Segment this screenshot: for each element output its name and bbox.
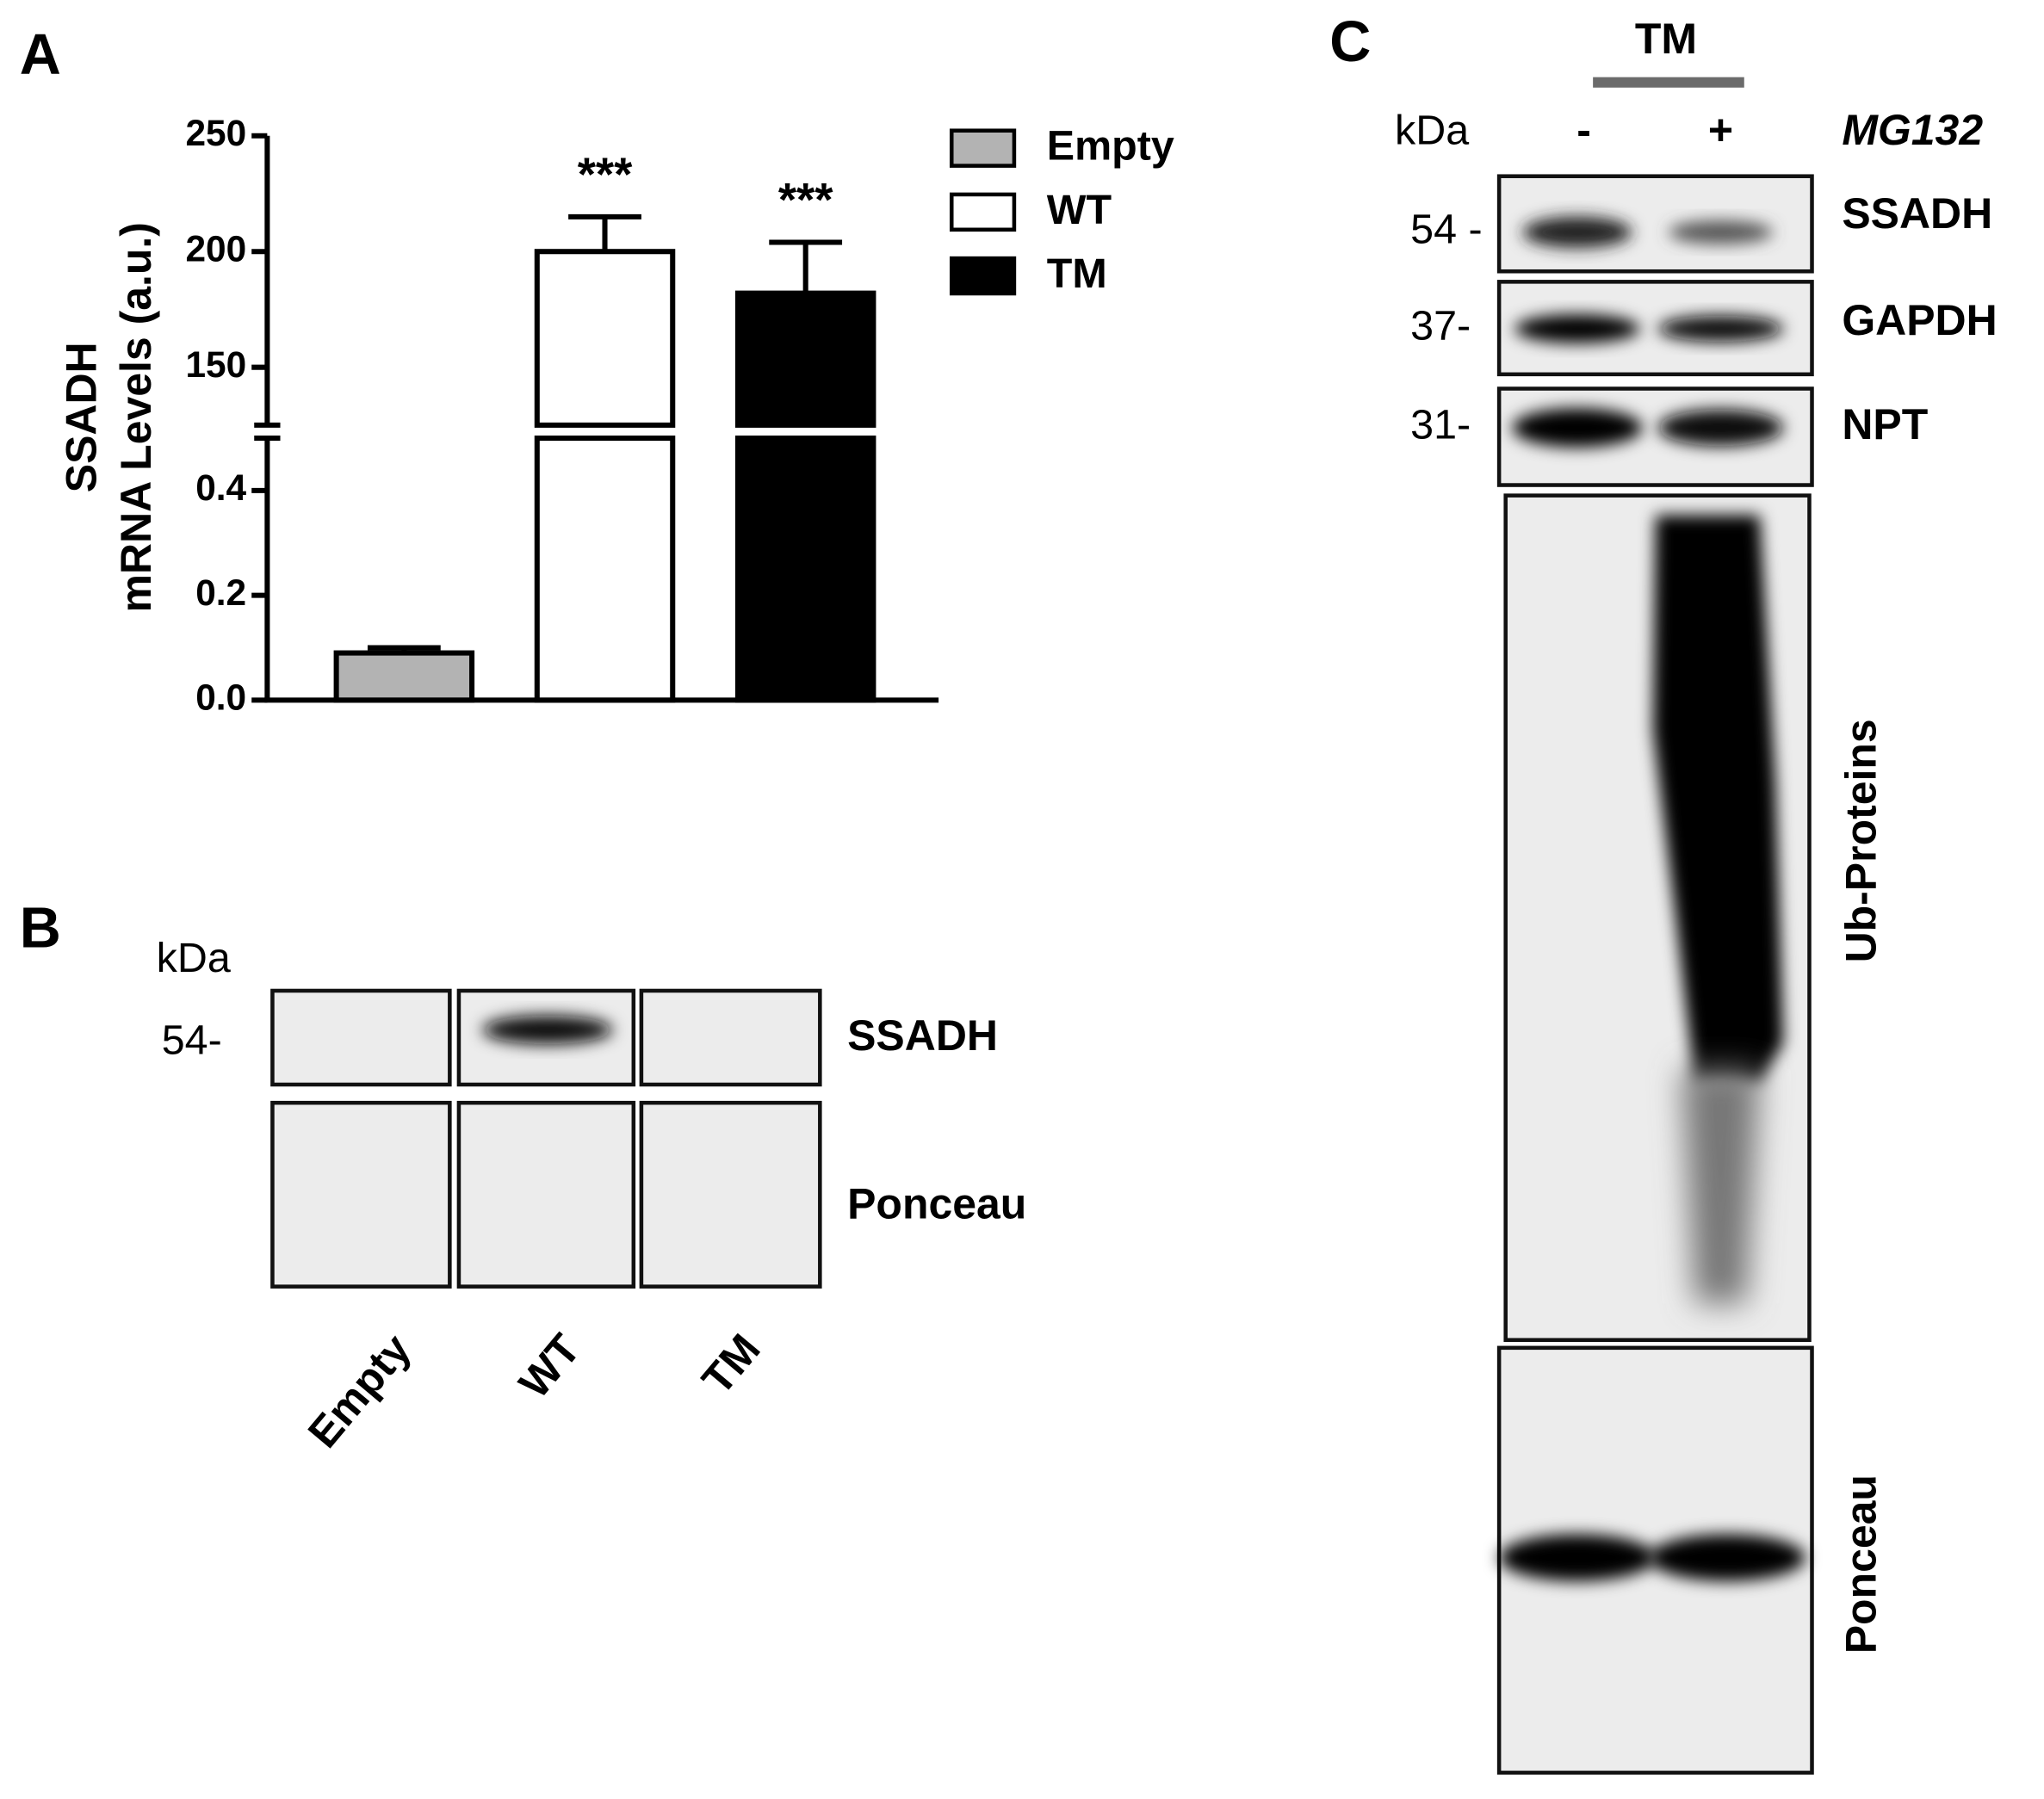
y-tick-label: 150 [185, 344, 246, 385]
legend-label: WT [1047, 187, 1112, 233]
row-label: Ponceau [847, 1180, 1026, 1228]
blot-lane [270, 988, 452, 1087]
y-axis-label: mRNA Levels (a.u.) [112, 222, 160, 612]
bar [734, 436, 876, 703]
y-tick-label: 0.2 [195, 572, 246, 613]
legend-swatch [949, 192, 1017, 232]
legend-swatch [949, 128, 1017, 168]
panel-label: B [20, 896, 61, 960]
unit-label: kDa [157, 935, 231, 981]
band [1657, 315, 1784, 342]
y-tick-label: 200 [185, 228, 246, 269]
row-label: GAPDH [1842, 296, 1997, 344]
row-label: NPT [1842, 400, 1928, 448]
bar [734, 290, 876, 428]
band [1522, 216, 1632, 248]
blot-lane [456, 1100, 636, 1289]
unit-label: kDa [1395, 108, 1469, 154]
lane-label: WT [510, 1325, 590, 1406]
band [1499, 1534, 1656, 1581]
row-label: Ub-Proteins [1837, 719, 1885, 962]
lane-label: Empty [299, 1325, 420, 1456]
bar [333, 650, 475, 703]
y-tick-label: 250 [185, 113, 246, 153]
band [1668, 220, 1774, 244]
marker-label: 54 - [1410, 207, 1482, 253]
marker-label: 54- [162, 1017, 222, 1063]
legend-label: Empty [1047, 123, 1174, 170]
row-label: Ponceau [1837, 1474, 1885, 1654]
blot-lane [639, 988, 822, 1087]
bar [534, 249, 676, 428]
panel-label: A [20, 23, 61, 87]
significance: *** [578, 148, 633, 201]
smear [1652, 515, 1784, 1082]
panel-c: C TM kDa - + MG132 54 - 37- 31- SSADH GA… [1329, 10, 1998, 1775]
lane-label: + [1708, 106, 1733, 154]
row-label: SSADH [1842, 189, 1992, 238]
marker-label: 37- [1410, 303, 1471, 349]
blot-lane [270, 1100, 452, 1289]
band [1514, 314, 1640, 343]
marker-label: 31- [1410, 402, 1471, 448]
row-label: SSADH [847, 1011, 998, 1060]
legend-label: TM [1047, 250, 1107, 297]
treatment-label: MG132 [1842, 106, 1983, 154]
y-axis-label: SSADH [58, 342, 106, 492]
band [1649, 1534, 1806, 1581]
panel-label: C [1329, 10, 1371, 74]
panel-b: B kDa 54- SSADH Ponceau Empty WT TM [20, 896, 1027, 1456]
y-tick-label: 0.0 [195, 677, 246, 718]
legend-swatch [949, 256, 1017, 296]
significance: *** [778, 173, 833, 226]
band [1657, 409, 1784, 447]
band [482, 1015, 613, 1045]
smear [1682, 1068, 1760, 1304]
band [1512, 408, 1643, 448]
bar [534, 436, 676, 703]
group-label: TM [1635, 15, 1697, 63]
blot-lane [639, 1100, 822, 1289]
lane-label: TM [692, 1325, 769, 1403]
y-tick-label: 0.4 [195, 467, 246, 508]
lane-label: - [1576, 106, 1591, 154]
